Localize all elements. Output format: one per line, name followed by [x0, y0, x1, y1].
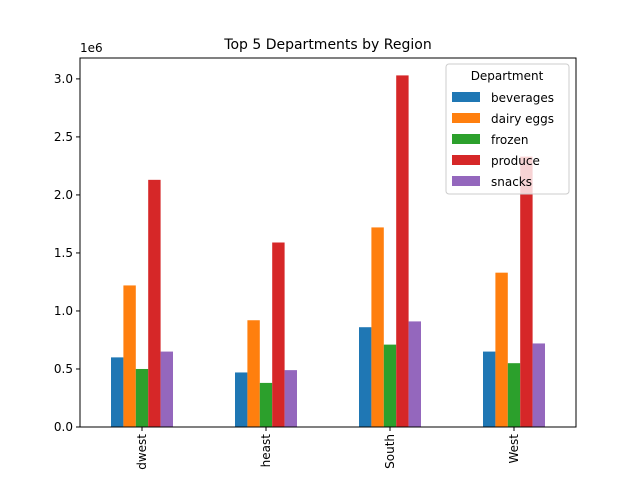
x-tick-label: West	[507, 434, 521, 464]
bars-group	[111, 75, 545, 427]
y-tick-label: 2.0	[54, 188, 73, 202]
bar-frozen-dwest	[135, 368, 149, 427]
bar-produce-heast	[272, 242, 285, 427]
y-tick-label: 2.5	[54, 130, 73, 144]
bar-produce-dwest	[148, 179, 161, 427]
legend-label-snacks: snacks	[491, 175, 532, 189]
legend: Department beverages dairy eggs frozen prod…	[445, 63, 570, 195]
bar-produce-West	[520, 156, 533, 427]
bar-beverages-West	[483, 351, 496, 427]
x-tick-label: South	[383, 434, 397, 469]
x-tick-label: dwest	[135, 434, 149, 470]
x-tick-label: heast	[259, 434, 273, 468]
bar-snacks-South	[408, 321, 421, 427]
bar-frozen-heast	[259, 382, 273, 427]
y-tick-label: 3.0	[54, 72, 73, 86]
y-tick-label: 1.0	[54, 304, 73, 318]
y-axis: 0.0 0.5 1.0 1.5 2.0 2.5 3.0	[54, 72, 80, 434]
bar-produce-South	[396, 75, 409, 427]
bar-frozen-South	[383, 344, 397, 427]
legend-label-dairy-eggs: dairy eggs	[491, 112, 554, 126]
y-tick-label: 0.0	[54, 420, 73, 434]
legend-swatch-dairy-eggs	[452, 113, 480, 123]
chart-title: Top 5 Departments by Region	[223, 37, 431, 53]
legend-swatch-beverages	[452, 92, 480, 102]
bar-dairy-eggs-heast	[247, 320, 260, 427]
bar-dairy-eggs-West	[495, 272, 508, 427]
bar-snacks-dwest	[160, 351, 173, 427]
bar-dairy-eggs-dwest	[123, 285, 136, 427]
bar-beverages-dwest	[111, 357, 124, 427]
y-tick-label: 0.5	[54, 362, 73, 376]
bar-snacks-heast	[284, 370, 297, 427]
x-axis: dwest heast South West	[135, 427, 521, 470]
y-scale-label: 1e6	[80, 41, 103, 55]
bar-beverages-South	[359, 327, 372, 427]
legend-label-beverages: beverages	[491, 91, 554, 105]
legend-label-produce: produce	[491, 154, 540, 168]
bar-beverages-heast	[235, 372, 248, 427]
bar-dairy-eggs-South	[371, 227, 384, 427]
legend-title: Department	[471, 69, 544, 83]
legend-label-frozen: frozen	[491, 133, 529, 147]
bar-frozen-West	[507, 363, 521, 427]
legend-swatch-frozen	[452, 134, 480, 144]
legend-swatch-snacks	[452, 176, 480, 186]
plot-frame	[79, 57, 577, 428]
legend-swatch-produce	[452, 155, 480, 165]
y-tick-label: 1.5	[54, 246, 73, 260]
bar-snacks-West	[532, 343, 545, 427]
